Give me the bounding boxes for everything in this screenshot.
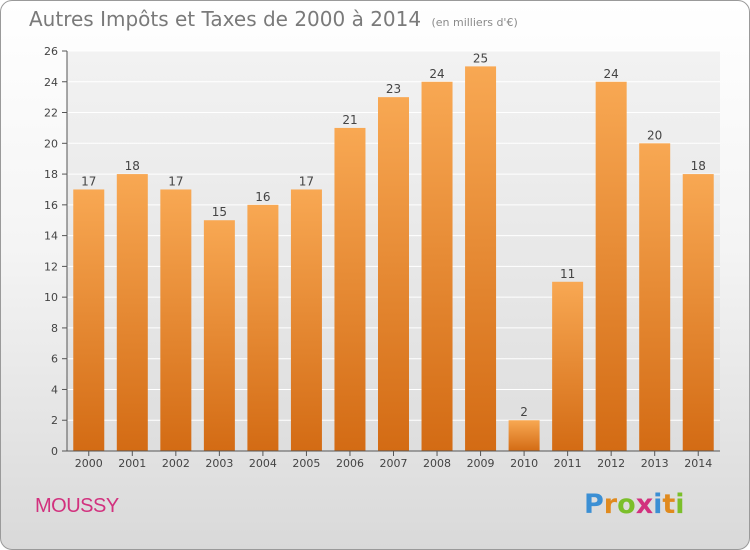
data-label: 20 <box>647 128 662 142</box>
y-tick-label: 24 <box>44 76 58 89</box>
logo-letter: o <box>617 489 636 520</box>
x-tick-label: 2009 <box>467 457 495 470</box>
chart-units: (en milliers d'€) <box>431 16 518 29</box>
bar <box>160 189 192 451</box>
x-tick-label: 2014 <box>684 457 712 470</box>
bar <box>247 204 279 451</box>
bar <box>290 189 322 451</box>
logo-letter: i <box>653 489 663 520</box>
data-label: 17 <box>168 174 183 188</box>
x-tick-label: 2011 <box>554 457 582 470</box>
y-tick-label: 26 <box>44 45 58 58</box>
data-label: 17 <box>81 174 96 188</box>
bar <box>682 174 714 452</box>
bar <box>73 189 105 451</box>
y-tick-label: 16 <box>44 199 58 212</box>
bar <box>378 97 409 452</box>
chart-title-text: Autres Impôts et Taxes de 2000 à 2014 <box>29 7 422 31</box>
proxiti-logo: Proxiti <box>584 489 685 520</box>
x-tick-label: 2002 <box>162 457 190 470</box>
y-tick-label: 14 <box>44 230 58 243</box>
bar <box>465 66 497 451</box>
data-label: 2 <box>520 405 528 419</box>
data-label: 18 <box>125 159 140 173</box>
data-label: 11 <box>560 267 575 281</box>
data-label: 23 <box>386 82 401 96</box>
y-tick-label: 8 <box>51 322 58 335</box>
y-tick-label: 6 <box>51 353 58 366</box>
x-tick-label: 2012 <box>597 457 625 470</box>
data-label: 21 <box>342 113 357 127</box>
bar <box>552 281 584 451</box>
y-tick-label: 20 <box>44 137 58 150</box>
x-tick-label: 2007 <box>380 457 408 470</box>
data-label: 15 <box>212 205 227 219</box>
y-tick-label: 12 <box>44 260 58 273</box>
logo-letter: P <box>584 489 604 520</box>
bar <box>595 81 627 452</box>
bar <box>639 143 671 452</box>
x-tick-label: 2004 <box>249 457 277 470</box>
data-label: 16 <box>255 190 270 204</box>
y-tick-label: 18 <box>44 168 58 181</box>
bar <box>203 220 235 451</box>
data-label: 24 <box>604 67 619 81</box>
commune-name: MOUSSY <box>35 495 119 517</box>
logo-letter: x <box>635 489 654 520</box>
x-tick-label: 2000 <box>75 457 103 470</box>
chart-title: Autres Impôts et Taxes de 2000 à 2014 (e… <box>29 7 518 31</box>
data-label: 18 <box>691 159 706 173</box>
data-label: 24 <box>429 67 444 81</box>
x-tick-label: 2006 <box>336 457 364 470</box>
bar <box>421 81 453 452</box>
x-tick-label: 2013 <box>641 457 669 470</box>
x-tick-label: 2001 <box>118 457 146 470</box>
y-tick-label: 22 <box>44 107 58 120</box>
data-label: 25 <box>473 51 488 65</box>
y-tick-label: 0 <box>51 445 58 458</box>
x-tick-label: 2010 <box>510 457 538 470</box>
logo-letter: r <box>603 489 618 520</box>
x-tick-label: 2008 <box>423 457 451 470</box>
logo-letter: i <box>675 489 685 520</box>
y-tick-label: 4 <box>51 383 58 396</box>
x-tick-label: 2005 <box>292 457 320 470</box>
x-tick-label: 2003 <box>205 457 233 470</box>
bar <box>508 420 540 451</box>
y-tick-label: 2 <box>51 414 58 427</box>
data-label: 17 <box>299 174 314 188</box>
y-tick-label: 10 <box>44 291 58 304</box>
bar <box>334 127 366 451</box>
logo-letter: t <box>662 489 676 520</box>
bar <box>116 174 148 452</box>
